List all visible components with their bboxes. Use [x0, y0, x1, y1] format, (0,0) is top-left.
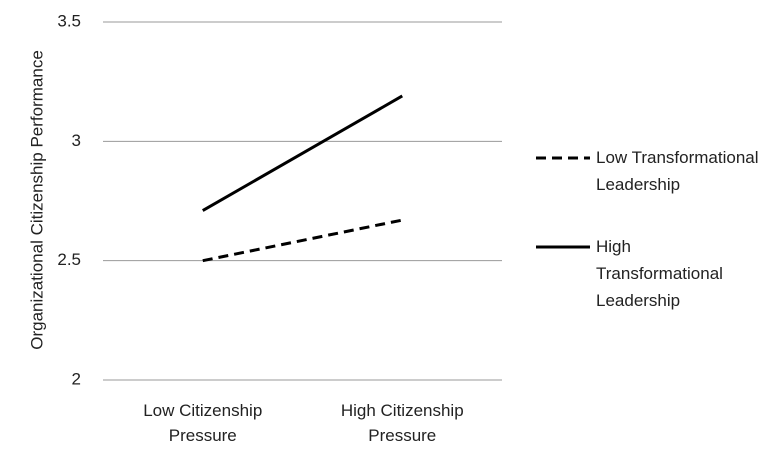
y-tick-label: 2.5	[57, 250, 81, 269]
y-tick-label: 2	[72, 369, 81, 388]
x-tick-label: High Citizenship Pressure	[340, 401, 464, 445]
series-line	[202, 218, 403, 263]
y-tick-label: 3.5	[57, 11, 81, 30]
legend-label: High Transformational Leadership	[596, 237, 723, 310]
series-line	[202, 94, 403, 212]
x-tick-label: Low Citizenship Pressure	[143, 401, 263, 445]
y-tick-label: 3	[72, 131, 81, 150]
y-axis-label: Organizational Citizenship Performance	[27, 50, 46, 350]
legend-label: Low Transformational Leadership	[596, 148, 759, 194]
